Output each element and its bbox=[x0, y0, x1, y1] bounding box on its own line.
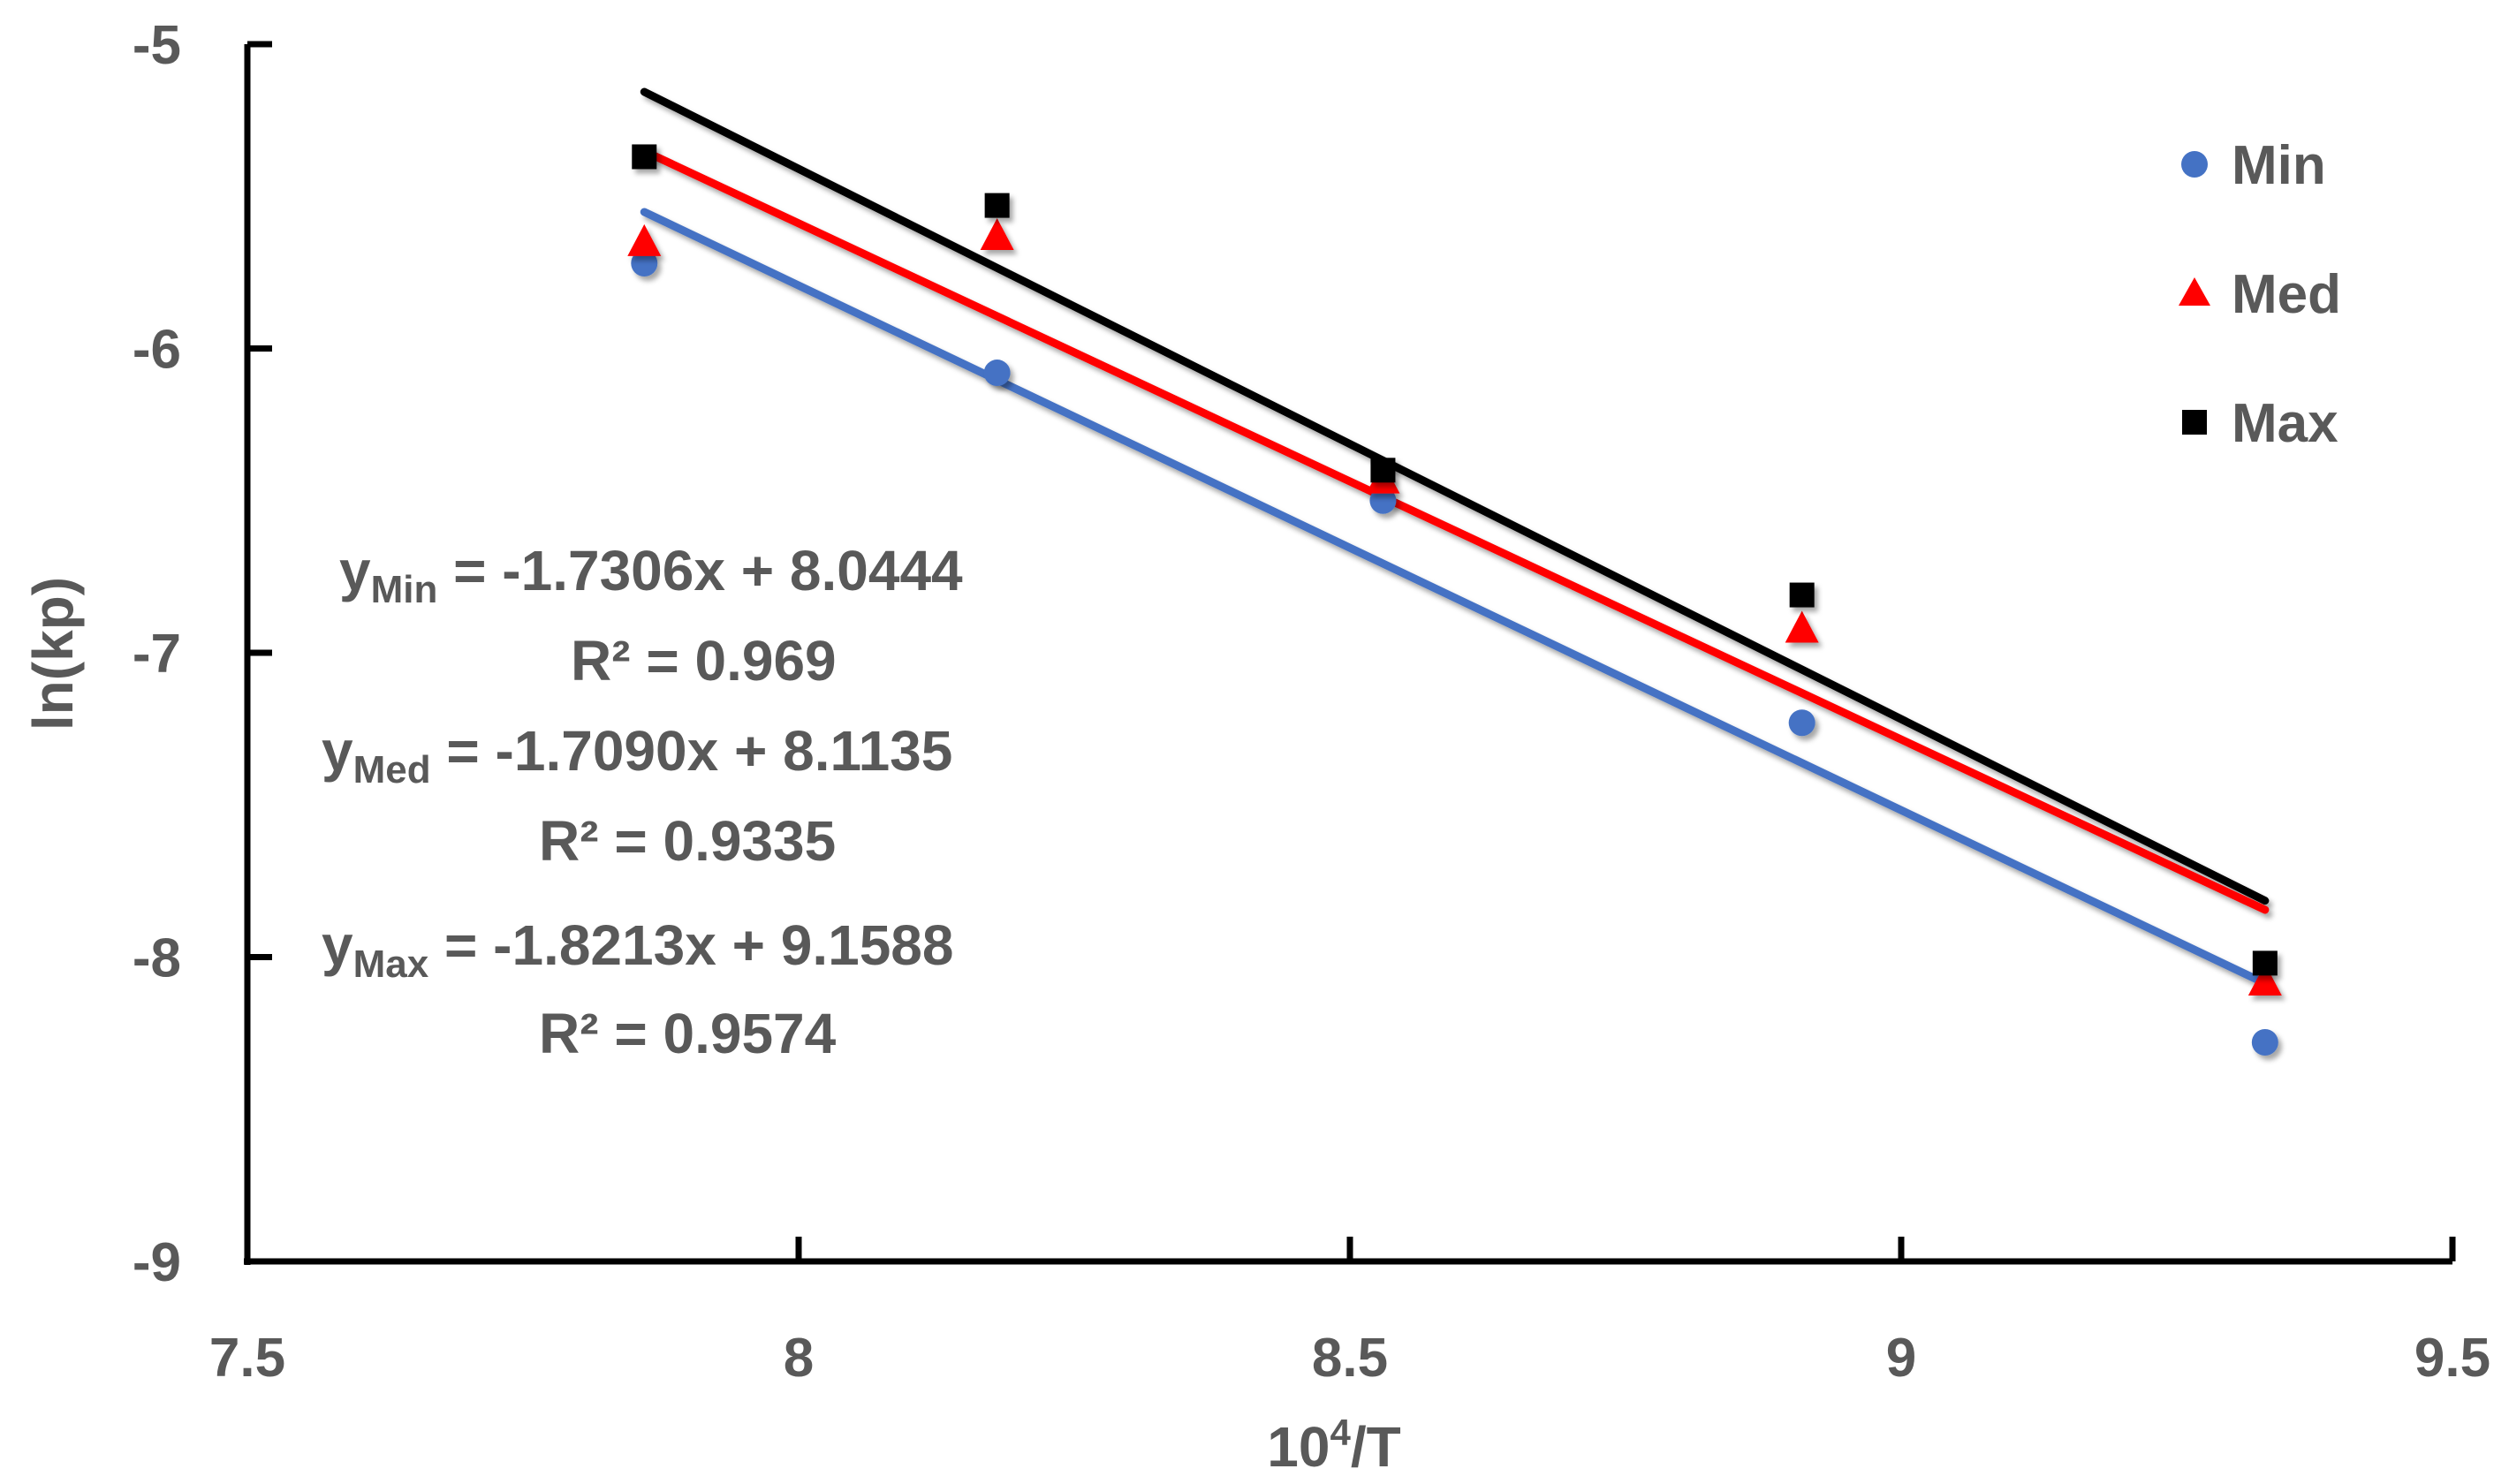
point-med bbox=[2247, 964, 2282, 996]
legend-min-label: Min bbox=[2232, 135, 2326, 196]
x-tick-label: 9 bbox=[1886, 1328, 1916, 1389]
r2-max: R² = 0.9574 bbox=[539, 1002, 837, 1065]
x-tick-label: 8.5 bbox=[1312, 1328, 1388, 1389]
point-min bbox=[2251, 1028, 2278, 1056]
point-min bbox=[1788, 709, 1815, 737]
equation-med: yMed = -1.7090x + 8.1135 bbox=[322, 719, 952, 791]
point-min bbox=[1369, 487, 1397, 514]
point-max bbox=[984, 193, 1010, 218]
legend-med-marker bbox=[2179, 277, 2210, 306]
y-tick-label: -7 bbox=[133, 624, 181, 685]
legend: Min Med Max bbox=[2179, 135, 2341, 454]
point-min bbox=[631, 250, 658, 277]
legend-med-label: Med bbox=[2232, 264, 2341, 325]
r2-med: R² = 0.9335 bbox=[539, 809, 836, 873]
y-tick-label: -5 bbox=[133, 15, 181, 76]
legend-max-label: Max bbox=[2232, 393, 2338, 454]
y-axis-title: ln(kp) bbox=[21, 577, 85, 731]
trendline-med bbox=[640, 147, 2270, 914]
legend-min-marker bbox=[2181, 151, 2208, 178]
point-max bbox=[1789, 582, 1815, 608]
legend-max-marker bbox=[2182, 410, 2207, 435]
point-med bbox=[1785, 610, 1819, 643]
r2-min: R² = 0.969 bbox=[571, 629, 837, 693]
x-tick-label: 7.5 bbox=[209, 1328, 285, 1389]
trendline-max bbox=[640, 87, 2270, 905]
equation-annotations: yMin = -1.7306x + 8.0444 R² = 0.969 yMed… bbox=[322, 539, 963, 1065]
y-tick-label: -9 bbox=[133, 1232, 181, 1293]
point-med bbox=[627, 223, 662, 256]
y-tick-label: -6 bbox=[133, 320, 181, 381]
equation-min: yMin = -1.7306x + 8.0444 bbox=[339, 539, 963, 611]
x-tick-label: 8 bbox=[784, 1328, 814, 1389]
point-med bbox=[980, 218, 1014, 251]
point-max bbox=[2252, 950, 2278, 976]
point-min bbox=[983, 360, 1011, 387]
point-max bbox=[1370, 458, 1396, 483]
y-tick-label: -8 bbox=[133, 928, 181, 989]
equation-max: yMax = -1.8213x + 9.1588 bbox=[322, 913, 953, 986]
trendline-min bbox=[640, 208, 2270, 988]
point-max bbox=[632, 144, 657, 170]
x-axis-title: 104/T bbox=[1267, 1412, 1400, 1479]
x-tick-label: 9.5 bbox=[2414, 1328, 2490, 1389]
